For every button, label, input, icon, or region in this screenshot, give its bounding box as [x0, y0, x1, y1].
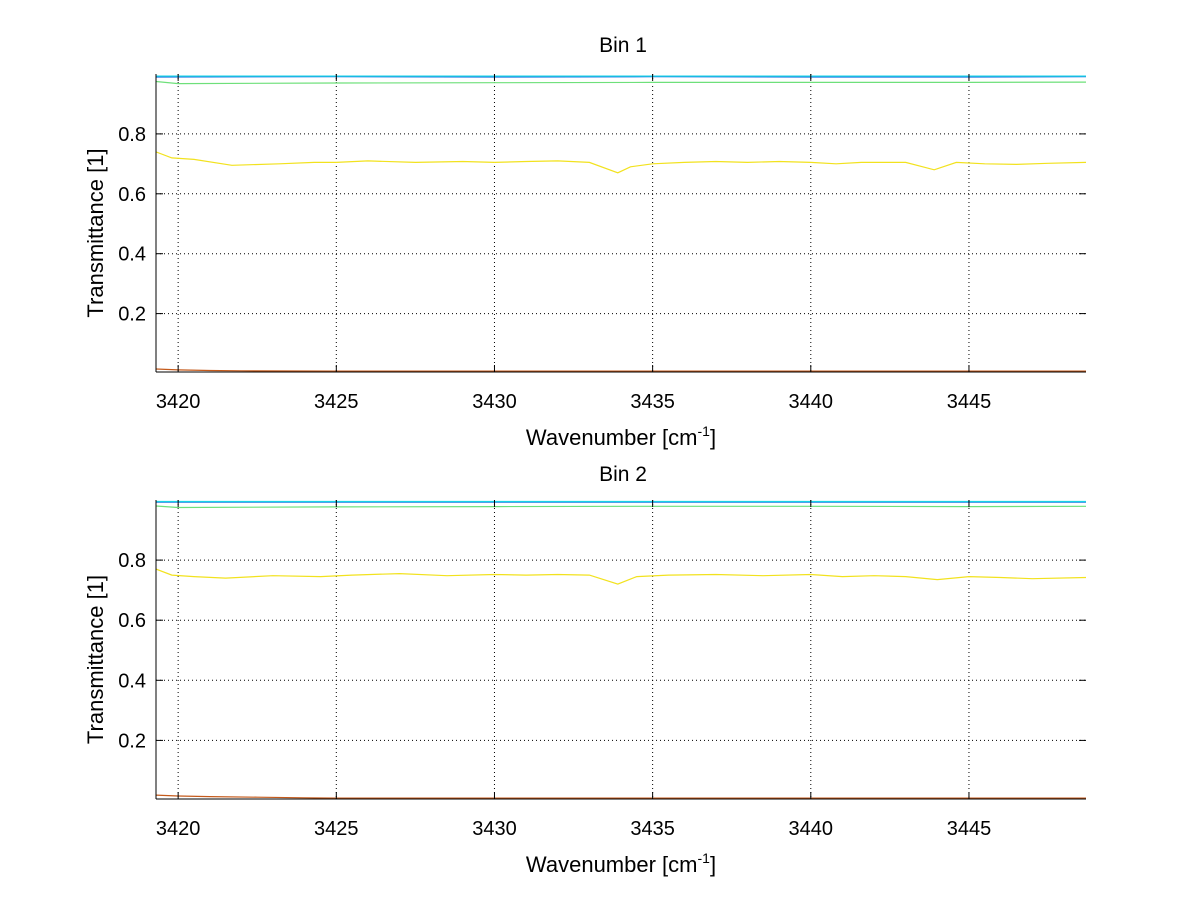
x-tick-label: 3435: [630, 818, 675, 840]
x-tick-label: 3425: [314, 391, 359, 413]
series-line: [156, 80, 1086, 85]
x-tick-label: 3440: [789, 391, 834, 413]
x-axis-label-end: ]: [710, 852, 716, 877]
subplot-bin-1: 3420 3425 3430 3435 3440 3445 0.2 0.4 0.6 0.8 Bin …: [83, 34, 1086, 450]
x-tick-label: 3440: [789, 818, 834, 840]
y-tick-label: 0.6: [118, 610, 146, 632]
x-tick-label: 3420: [156, 391, 201, 413]
x-axis-label: Wavenumber [cm-1]: [526, 850, 716, 877]
y-tick-label: 0.4: [118, 670, 146, 692]
x-axis-label-end: ]: [710, 425, 716, 450]
chart-title: Bin 2: [599, 463, 647, 486]
x-tick-label: 3430: [472, 818, 517, 840]
series-line: [156, 368, 1086, 372]
y-axis-label: Transmittance [1]: [83, 148, 108, 317]
plot-area: [156, 74, 1086, 372]
subplot-bin-2: 3420 3425 3430 3435 3440 3445 0.2 0.4 0.6 0.8 Bin …: [83, 463, 1086, 877]
plot-area: [156, 500, 1086, 799]
y-tick-label: 0.4: [118, 244, 146, 266]
y-tick-label: 0.2: [118, 730, 146, 752]
series-line: [156, 568, 1086, 585]
y-tick-label: 0.8: [118, 124, 146, 146]
x-axis-label-main: Wavenumber [cm: [526, 852, 698, 877]
series-line: [156, 151, 1086, 174]
chart-title: Bin 1: [599, 34, 647, 57]
y-tick-label: 0.2: [118, 304, 146, 326]
x-tick-label: 3430: [472, 391, 517, 413]
x-tick-label: 3435: [630, 391, 675, 413]
x-tick-label: 3420: [156, 818, 201, 840]
x-axis-label-main: Wavenumber [cm: [526, 425, 698, 450]
x-axis-label: Wavenumber [cm-1]: [526, 423, 716, 450]
y-axis-label: Transmittance [1]: [83, 575, 108, 744]
x-tick-label: 3425: [314, 818, 359, 840]
series-line: [156, 505, 1086, 509]
y-tick-label: 0.8: [118, 550, 146, 572]
x-axis-label-sup: -1: [698, 850, 711, 866]
y-tick-label: 0.6: [118, 184, 146, 206]
x-tick-label: 3445: [947, 391, 992, 413]
x-axis-label-sup: -1: [698, 423, 711, 439]
x-tick-label: 3445: [947, 818, 992, 840]
